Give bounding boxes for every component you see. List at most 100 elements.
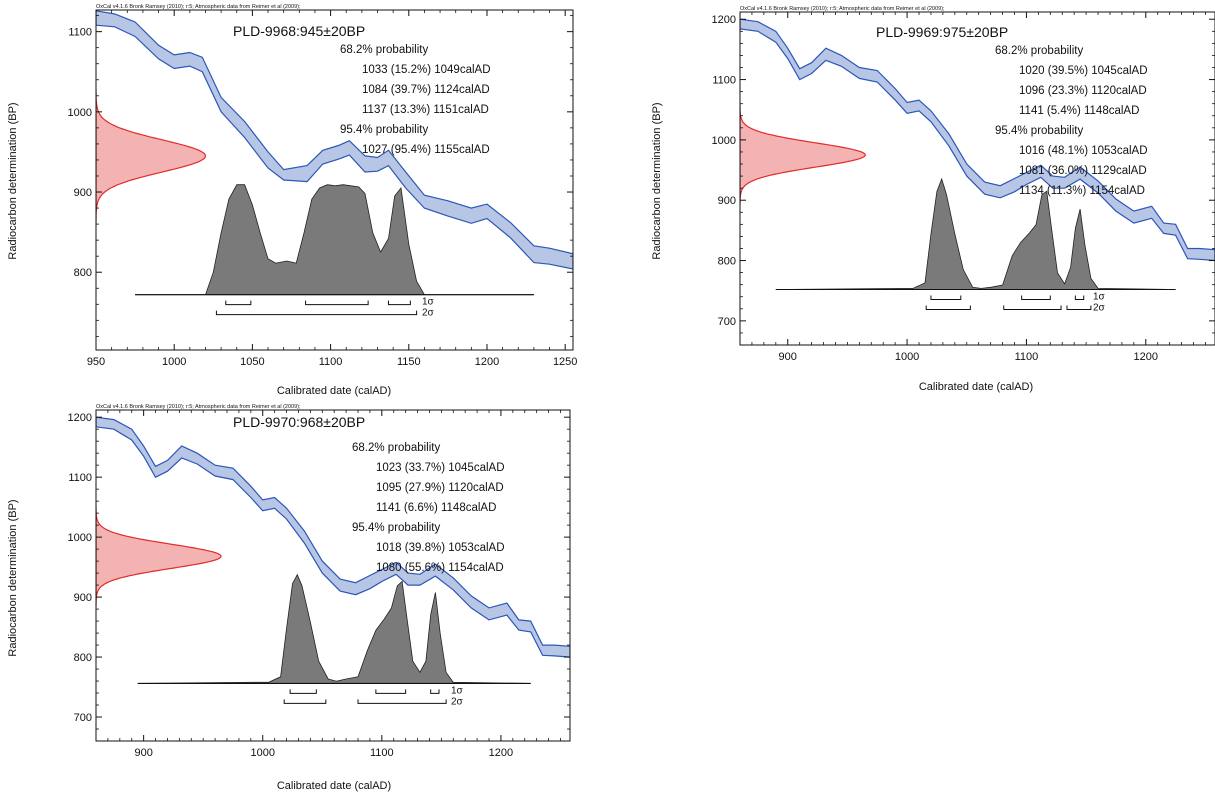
y-tick-label: 1100 — [68, 27, 92, 39]
sigma1-label: 1σ — [451, 685, 464, 696]
x-tick-label: 1100 — [370, 747, 394, 759]
plot-area — [96, 416, 570, 684]
x-tick-label: 1100 — [319, 356, 343, 368]
range-1sigma — [289, 689, 317, 694]
x-axis-label: Calibrated date (calAD) — [919, 381, 1033, 393]
range-2sigma — [925, 305, 971, 310]
range-1sigma — [305, 300, 369, 306]
plot-area — [740, 18, 1215, 291]
chart-svg-2: OxCal v4.1.6 Bronk Ramsey (2010); r:5; A… — [651, 6, 1215, 393]
y-tick-label: 1100 — [68, 472, 92, 484]
x-tick-label: 1000 — [895, 351, 919, 363]
sigma2-label: 2σ — [1093, 303, 1106, 314]
y-tick-label: 800 — [74, 267, 92, 279]
x-tick-label: 1150 — [397, 356, 421, 368]
sample-title: PLD-9970:968±20BP — [233, 414, 365, 430]
calibration-band — [96, 10, 573, 270]
probability-range-text: 1137 (13.3%) 1151calAD — [362, 104, 489, 116]
y-tick-label: 1200 — [68, 412, 92, 424]
calibration-plot-1: OxCal v4.1.6 Bronk Ramsey (2010); r:5; A… — [0, 0, 600, 400]
probability-range-text: 1134 (11.3%) 1154calAD — [1019, 185, 1145, 197]
probability-heading: 95.4% probability — [995, 125, 1083, 137]
probability-range-text: 1081 (36.0%) 1129calAD — [1019, 165, 1147, 177]
range-1sigma — [1074, 295, 1085, 300]
plot-frame — [95, 409, 571, 742]
x-tick-label: 1000 — [162, 356, 186, 368]
x-tick-label: 900 — [134, 747, 152, 759]
range-2sigma — [357, 699, 447, 704]
measurement-distribution — [96, 88, 207, 224]
calibrated-distribution — [775, 177, 1176, 290]
y-tick-label: 1000 — [68, 532, 92, 544]
x-axis-label: Calibrated date (calAD) — [277, 780, 391, 792]
y-tick-label: 700 — [718, 316, 736, 328]
probability-range-text: 1020 (39.5%) 1045calAD — [1019, 65, 1148, 77]
y-tick-label: 1000 — [712, 135, 736, 147]
sigma1-label: 1σ — [422, 297, 435, 308]
calibration-plot-3: OxCal v4.1.6 Bronk Ramsey (2010); r:5; A… — [0, 400, 600, 796]
calibrated-distribution — [137, 573, 531, 684]
plot-frame — [739, 11, 1215, 346]
credit-text: OxCal v4.1.6 Bronk Ramsey (2010); r:5; A… — [96, 4, 301, 10]
sample-title: PLD-9969:975±20BP — [876, 24, 1008, 40]
range-1sigma — [930, 295, 962, 300]
probability-range-text: 1141 (5.4%) 1148calAD — [1019, 105, 1139, 117]
range-1sigma — [387, 300, 411, 306]
range-1sigma — [430, 689, 440, 694]
y-tick-label: 700 — [74, 712, 92, 724]
probability-range-text: 1018 (39.8%) 1053calAD — [376, 542, 505, 554]
chart-svg-1: OxCal v4.1.6 Bronk Ramsey (2010); r:5; A… — [7, 4, 577, 397]
probability-range-text: 1095 (27.9%) 1120calAD — [376, 482, 504, 494]
x-tick-label: 950 — [87, 356, 105, 368]
probability-range-text: 1096 (23.3%) 1120calAD — [1019, 85, 1147, 97]
probability-heading: 95.4% probability — [340, 124, 428, 136]
credit-text: OxCal v4.1.6 Bronk Ramsey (2010); r:5; A… — [740, 6, 945, 12]
y-tick-label: 800 — [74, 652, 92, 664]
probability-heading: 95.4% probability — [352, 522, 440, 534]
sample-title: PLD-9968:945±20BP — [233, 23, 365, 39]
y-tick-label: 900 — [718, 195, 736, 207]
x-tick-label: 1000 — [250, 747, 274, 759]
x-tick-label: 1050 — [240, 356, 264, 368]
range-2sigma — [215, 310, 418, 316]
probability-range-text: 1016 (48.1%) 1053calAD — [1019, 145, 1148, 157]
calibration-band — [740, 18, 1215, 262]
calibration-plot-2: OxCal v4.1.6 Bronk Ramsey (2010); r:5; A… — [610, 0, 1215, 400]
probability-range-text: 1023 (33.7%) 1045calAD — [376, 462, 505, 474]
probability-heading: 68.2% probability — [352, 442, 440, 454]
probability-range-text: 1027 (95.4%) 1155calAD — [362, 144, 490, 156]
x-tick-label: 1200 — [475, 356, 499, 368]
y-tick-label: 1100 — [712, 75, 736, 87]
calibration-band — [96, 416, 570, 658]
probability-heading: 68.2% probability — [995, 45, 1083, 57]
measurement-distribution — [96, 505, 222, 607]
measurement-distribution — [740, 104, 866, 206]
x-axis-label: Calibrated date (calAD) — [277, 385, 391, 397]
range-2sigma — [1003, 305, 1062, 310]
y-axis-label: Radiocarbon determination (BP) — [651, 102, 663, 259]
probability-range-text: 1033 (15.2%) 1049calAD — [362, 64, 491, 76]
y-tick-label: 1000 — [68, 107, 92, 119]
y-tick-label: 900 — [74, 187, 92, 199]
x-tick-label: 1200 — [1134, 351, 1158, 363]
plot-area — [96, 10, 573, 296]
range-2sigma — [283, 699, 327, 704]
sigma2-label: 2σ — [451, 696, 464, 707]
y-tick-label: 800 — [718, 256, 736, 268]
probability-heading: 68.2% probability — [340, 44, 428, 56]
plot-frame — [95, 9, 574, 351]
chart-svg-3: OxCal v4.1.6 Bronk Ramsey (2010); r:5; A… — [7, 404, 571, 792]
y-axis-label: Radiocarbon determination (BP) — [7, 499, 19, 656]
range-1sigma — [1021, 295, 1051, 300]
range-1sigma — [225, 300, 252, 306]
x-tick-label: 1100 — [1015, 351, 1039, 363]
calibrated-distribution — [135, 184, 534, 296]
y-tick-label: 1200 — [712, 14, 736, 26]
probability-range-text: 1141 (6.6%) 1148calAD — [376, 502, 496, 514]
x-tick-label: 1250 — [553, 356, 577, 368]
credit-text: OxCal v4.1.6 Bronk Ramsey (2010); r:5; A… — [96, 404, 301, 410]
probability-range-text: 1084 (39.7%) 1124calAD — [362, 84, 490, 96]
x-tick-label: 900 — [779, 351, 797, 363]
range-2sigma — [1066, 305, 1092, 310]
sigma2-label: 2σ — [422, 308, 435, 319]
